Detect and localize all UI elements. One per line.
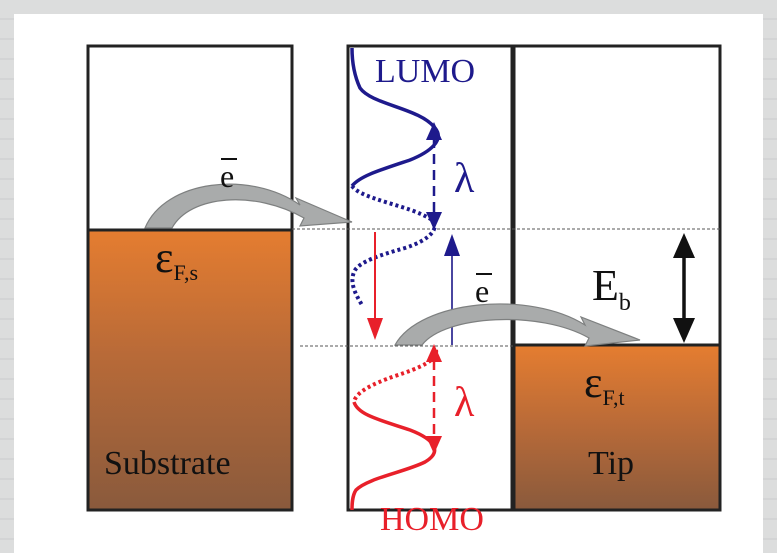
electron-right-label: e (475, 273, 489, 309)
fermi-substrate-label: εF,s (155, 233, 198, 285)
electron-arrow-left (144, 183, 353, 229)
electron-arrow-right (393, 303, 641, 347)
barrier-arrowhead-up (673, 233, 695, 258)
blue-transition-arrowhead (444, 234, 460, 256)
lambda-bottom-arrowhead-up (426, 344, 442, 362)
lumo-label: LUMO (375, 53, 475, 90)
tip-filled-band (515, 345, 719, 509)
barrier-label: Eb (592, 261, 631, 316)
lambda-bottom-arrowhead-down (426, 436, 442, 454)
homo-label: HOMO (380, 501, 484, 538)
substrate-filled-band (89, 230, 291, 509)
tip-label: Tip (588, 445, 634, 482)
homo-dotted-curve (352, 349, 439, 403)
red-transition-arrowhead (367, 318, 383, 340)
molecule-box (346, 44, 514, 512)
lambda-bottom-label: λ (454, 380, 475, 426)
lambda-top-arrowhead-up (426, 122, 442, 140)
electron-left-label: e (220, 158, 234, 194)
lambda-top-arrowhead-down (426, 212, 442, 230)
substrate-label: Substrate (104, 445, 231, 482)
barrier-arrowhead-down (673, 318, 695, 343)
lambda-top-label: λ (454, 156, 475, 202)
lumo-dotted-curve (350, 184, 437, 307)
fermi-tip-label: εF,t (584, 358, 625, 410)
homo-curve (350, 401, 437, 511)
